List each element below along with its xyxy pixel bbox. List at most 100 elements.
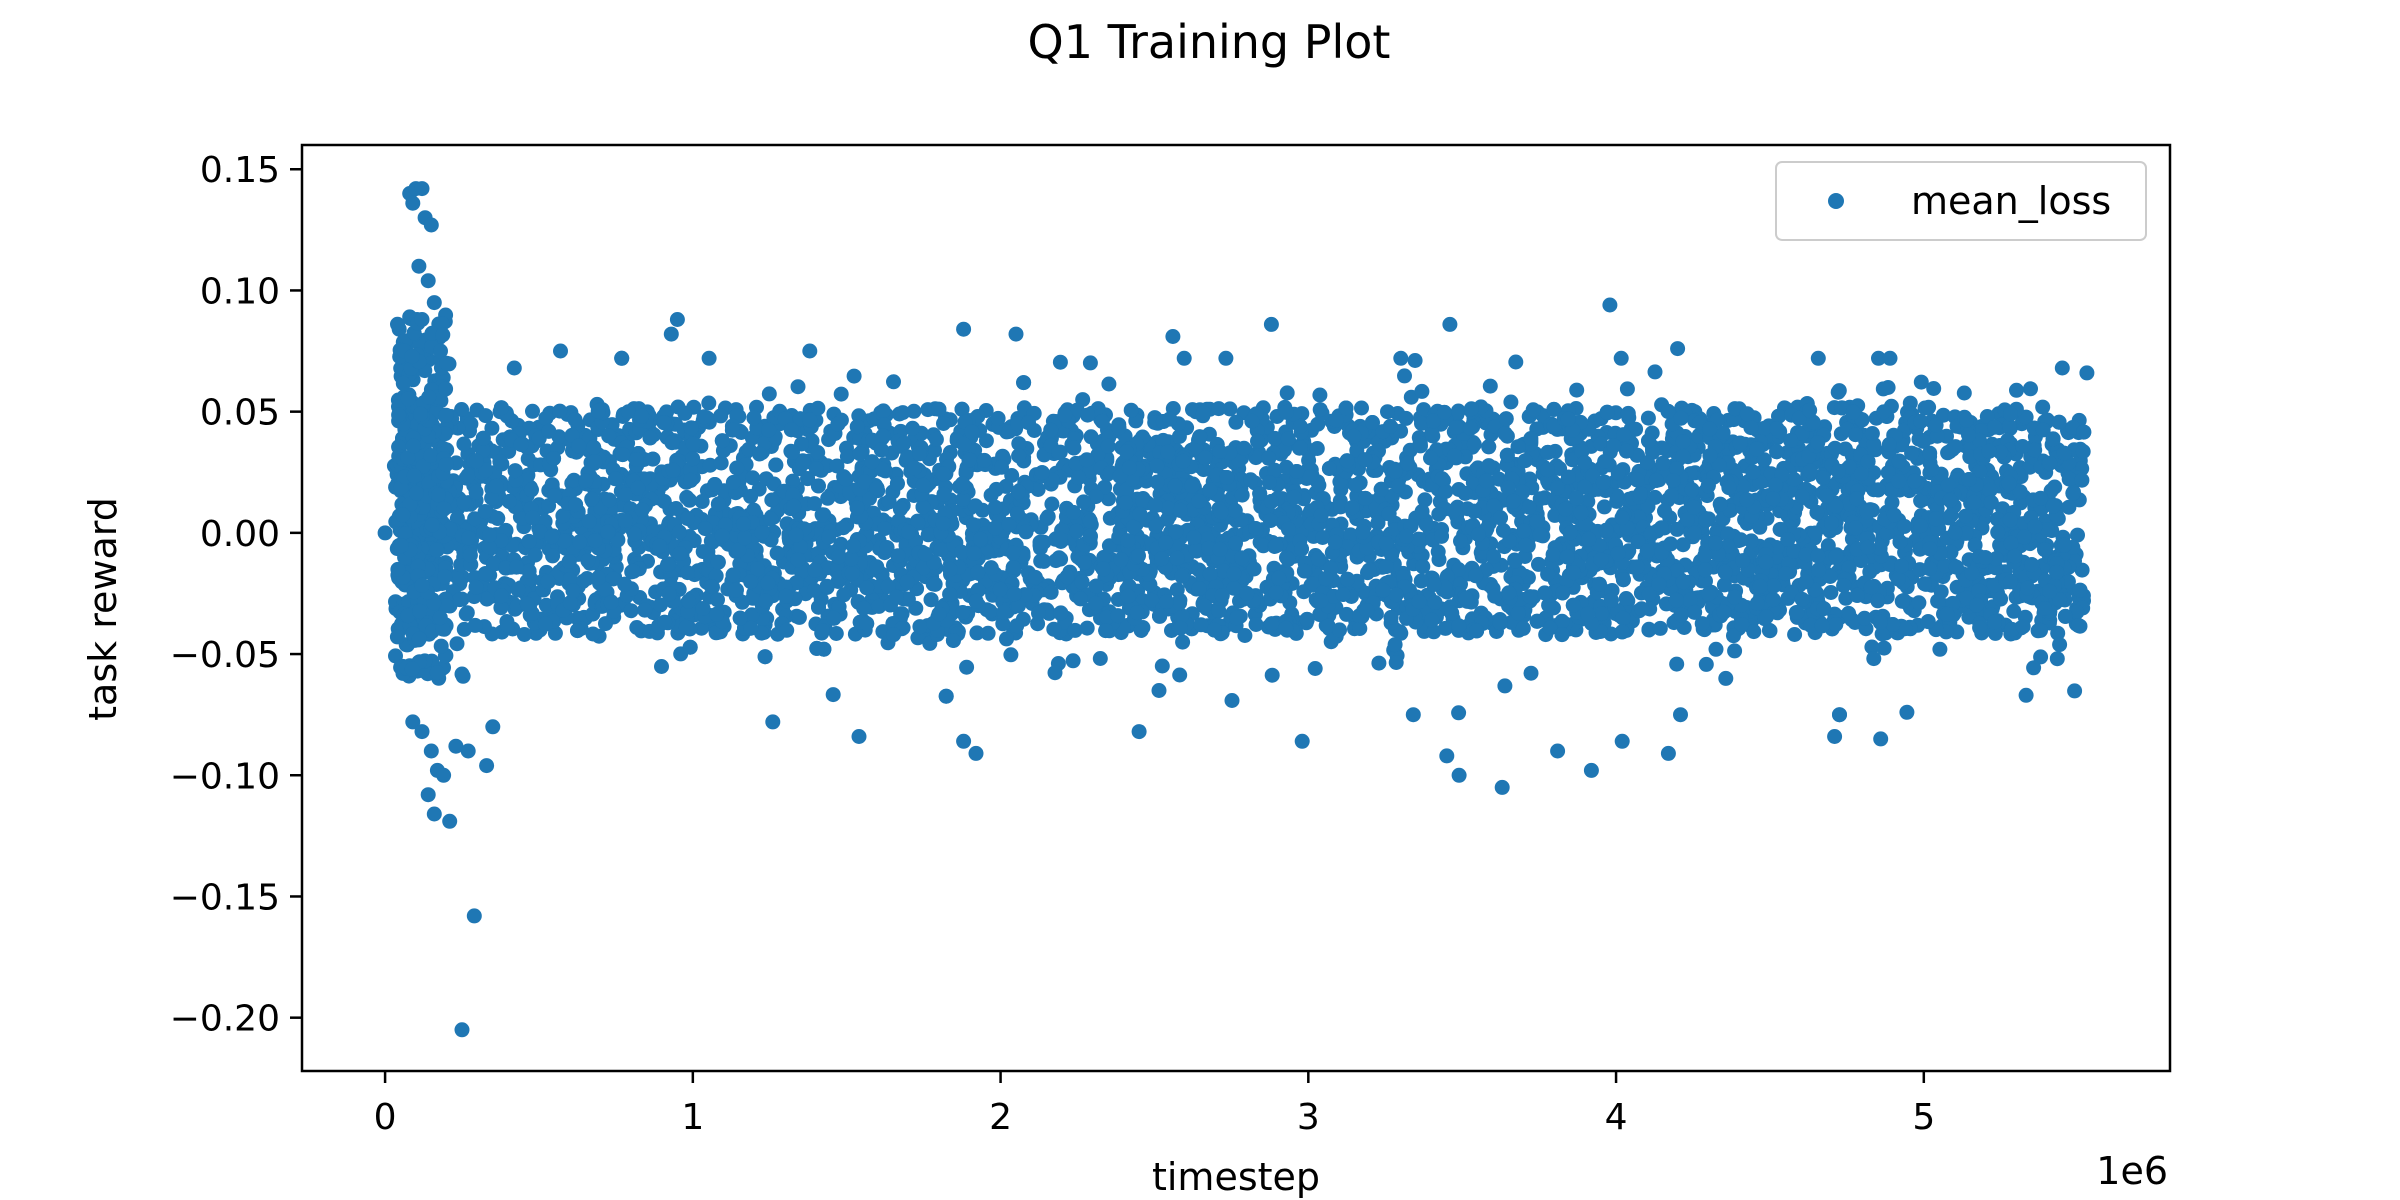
data-point — [1079, 620, 1095, 636]
data-point — [1739, 406, 1755, 422]
data-point — [1987, 625, 2003, 641]
data-point — [1296, 563, 1312, 579]
data-point — [1652, 620, 1668, 636]
data-point — [1675, 434, 1691, 449]
data-point — [1278, 404, 1294, 420]
data-point — [895, 405, 911, 421]
data-point — [702, 457, 718, 473]
data-point — [1822, 569, 1838, 584]
data-point — [1040, 509, 1056, 525]
data-point — [1863, 579, 1879, 595]
data-point — [1135, 493, 1151, 509]
data-point — [1418, 516, 1434, 532]
data-point — [1836, 578, 1852, 593]
data-point — [1922, 561, 1938, 577]
data-point — [652, 597, 668, 613]
data-point — [1415, 559, 1431, 575]
data-point — [1668, 592, 1684, 608]
data-point — [923, 592, 939, 608]
data-point — [1554, 613, 1570, 629]
data-point — [1487, 588, 1503, 604]
data-point — [1558, 501, 1573, 517]
data-point — [1917, 576, 1932, 592]
data-point — [1493, 510, 1508, 526]
data-point — [685, 451, 701, 467]
data-point — [620, 404, 636, 420]
data-point — [995, 616, 1011, 632]
data-point — [871, 598, 887, 614]
data-point — [933, 542, 949, 557]
data-point — [623, 603, 639, 619]
data-point — [973, 531, 988, 547]
data-point — [456, 436, 472, 452]
data-point — [990, 410, 1006, 426]
data-point — [1126, 519, 1142, 535]
data-point — [1495, 523, 1511, 538]
data-point — [1871, 350, 1886, 366]
data-point — [1079, 452, 1095, 468]
data-point — [1101, 491, 1116, 507]
data-point — [1660, 403, 1676, 419]
data-point — [970, 564, 986, 580]
data-point — [1838, 590, 1854, 606]
data-point — [1640, 499, 1656, 515]
data-point — [1515, 620, 1531, 636]
data-point — [1922, 445, 1938, 461]
data-point — [1426, 577, 1442, 592]
data-point — [1669, 521, 1685, 537]
data-point — [727, 582, 743, 598]
data-point — [1248, 521, 1264, 536]
data-point — [1343, 527, 1359, 543]
data-point — [2026, 660, 2042, 676]
data-point — [1411, 531, 1427, 547]
data-point — [938, 688, 954, 704]
data-point — [1881, 437, 1897, 452]
data-point — [1596, 499, 1612, 515]
data-point — [713, 408, 729, 424]
data-point — [585, 626, 601, 642]
data-point — [1320, 618, 1336, 634]
data-point — [1657, 503, 1672, 519]
data-point — [1169, 550, 1185, 566]
data-point — [1614, 510, 1630, 526]
data-point — [1752, 519, 1768, 535]
data-point — [1743, 420, 1759, 436]
data-point — [710, 592, 725, 608]
data-point — [1610, 546, 1626, 562]
data-point — [1569, 490, 1585, 506]
data-point — [810, 400, 826, 416]
data-point — [814, 507, 830, 523]
data-point — [1229, 610, 1245, 626]
data-point — [1239, 586, 1255, 601]
data-point — [964, 424, 980, 440]
data-point — [1834, 400, 1850, 416]
data-point — [1891, 473, 1907, 489]
data-point — [482, 527, 497, 543]
data-point — [1540, 462, 1555, 478]
data-point — [566, 472, 582, 488]
data-point — [2067, 683, 2083, 699]
data-point — [928, 431, 944, 447]
data-point — [1213, 504, 1229, 520]
data-point — [454, 402, 470, 417]
data-point — [1515, 484, 1531, 500]
data-point — [1928, 417, 1944, 433]
data-point — [708, 625, 724, 641]
data-point — [1686, 499, 1702, 515]
data-point — [1841, 605, 1857, 621]
data-point — [1924, 461, 1940, 477]
data-point — [1312, 402, 1328, 418]
data-point — [1708, 535, 1723, 551]
data-point — [581, 513, 597, 529]
data-point — [467, 511, 483, 527]
data-point — [1095, 561, 1111, 577]
data-point — [1252, 486, 1268, 501]
data-point — [1248, 617, 1264, 632]
data-point — [1554, 627, 1570, 643]
data-point — [1618, 591, 1634, 606]
data-point — [1294, 541, 1309, 557]
data-point — [696, 409, 712, 425]
data-point — [1694, 616, 1710, 632]
data-point — [1870, 593, 1886, 609]
data-point — [1619, 443, 1634, 459]
